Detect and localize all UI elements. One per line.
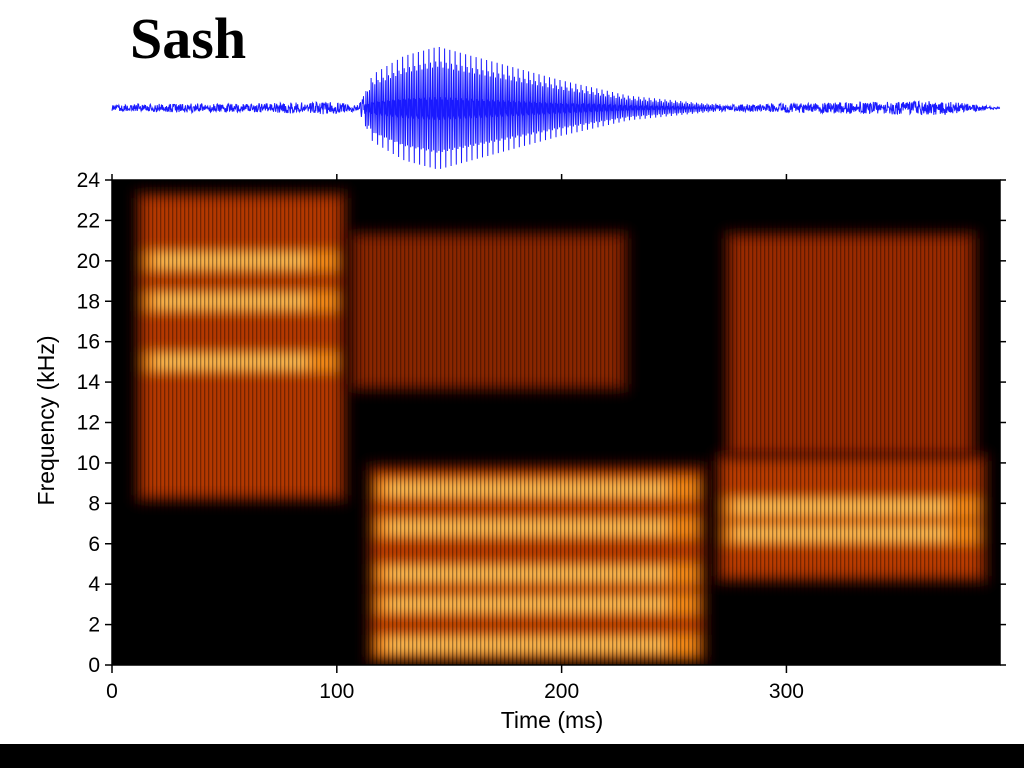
waveform xyxy=(111,46,1001,169)
y-tick-label: 12 xyxy=(77,412,100,435)
slide-title: Sash xyxy=(130,6,247,71)
x-tick-label: 100 xyxy=(319,680,354,703)
waveform-trace xyxy=(111,46,1001,169)
x-tick-label: 300 xyxy=(769,680,804,703)
y-tick-label: 10 xyxy=(77,452,100,475)
y-tick-label: 14 xyxy=(77,371,101,394)
x-tick-label: 0 xyxy=(106,680,118,703)
y-tick-label: 22 xyxy=(77,209,100,232)
x-axis-label: Time (ms) xyxy=(501,707,604,733)
y-tick-label: 8 xyxy=(88,492,100,515)
y-tick-label: 2 xyxy=(88,614,100,637)
y-tick-label: 6 xyxy=(88,533,100,556)
x-tick-label: 200 xyxy=(544,680,579,703)
y-tick-label: 0 xyxy=(88,654,100,677)
bottom-bar xyxy=(0,744,1024,768)
y-tick-label: 16 xyxy=(77,331,100,354)
y-axis-label: Frequency (kHz) xyxy=(33,336,59,506)
y-tick-label: 20 xyxy=(77,250,100,273)
spectrogram-striations xyxy=(112,180,1000,665)
y-tick-label: 18 xyxy=(77,290,100,313)
y-tick-label: 4 xyxy=(88,573,100,596)
y-tick-label: 24 xyxy=(77,169,101,192)
